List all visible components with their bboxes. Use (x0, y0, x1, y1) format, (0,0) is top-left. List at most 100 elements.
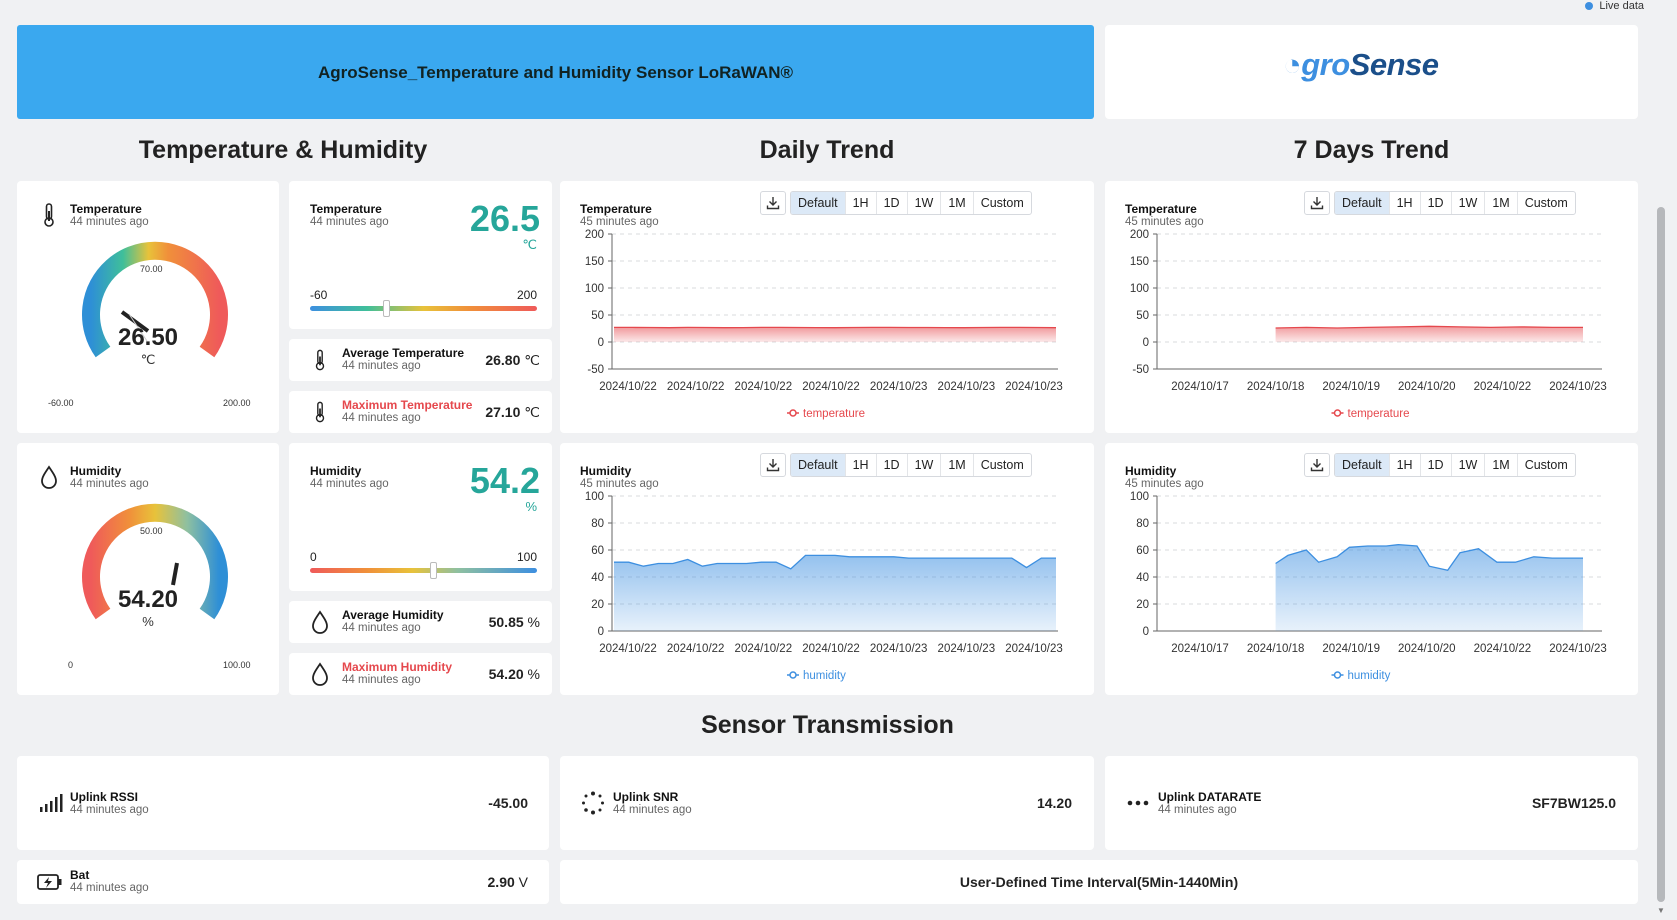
datarate-value: SF7BW125.0 (1531, 795, 1616, 811)
series-area (1275, 544, 1583, 631)
legend-marker-dot (1333, 409, 1342, 417)
temp-range-handle[interactable] (383, 300, 390, 317)
series-area (614, 327, 1056, 342)
avg-temp-title: Average Temperature (342, 346, 465, 360)
max-temp-title: Maximum Temperature (342, 398, 473, 412)
live-indicator: Live data (1585, 0, 1644, 12)
range-button-1d[interactable]: 1D (1419, 192, 1451, 214)
download-button[interactable] (760, 191, 786, 215)
live-dot-icon (1585, 2, 1594, 10)
temperature-gauge (82, 241, 228, 358)
range-button-1d[interactable]: 1D (875, 454, 907, 476)
time-interval-card[interactable]: User-Defined Time Interval(5Min-1440Min) (560, 860, 1638, 904)
range-button-1m[interactable]: 1M (1484, 192, 1516, 214)
range-button-1m[interactable]: 1M (940, 454, 972, 476)
chart-card-daily-hum: Humidity 45 minutes ago Default 1H 1D 1W 1M Cus… (560, 443, 1094, 695)
y-tick-label: 20 (591, 599, 604, 611)
max-temp-time: 44 minutes ago (342, 412, 421, 424)
x-tick-label: 2024/10/22 (599, 643, 657, 655)
range-button-1w[interactable]: 1W (1450, 192, 1485, 214)
range-button-1m[interactable]: 1M (940, 192, 972, 214)
range-button-custom[interactable]: Custom (972, 454, 1031, 476)
y-tick-label: 200 (1130, 229, 1149, 241)
x-tick-label: 2024/10/18 (1247, 643, 1305, 655)
x-tick-label: 2024/10/23 (938, 381, 996, 393)
chart-title: Humidity (1125, 464, 1177, 478)
y-tick-label: 100 (585, 283, 604, 295)
range-button-default[interactable]: Default (1335, 192, 1389, 214)
y-tick-label: 100 (585, 491, 604, 503)
header-banner: AgroSense_Temperature and Humidity Senso… (17, 25, 1094, 119)
thermometer-icon (313, 348, 327, 372)
range-button-1w[interactable]: 1W (906, 192, 941, 214)
range-button-1d[interactable]: 1D (875, 192, 907, 214)
range-button-1h[interactable]: 1H (1388, 192, 1420, 214)
scrollbar-thumb[interactable] (1657, 207, 1665, 902)
hum-card-value: 54.2 (469, 460, 540, 501)
range-button-default[interactable]: Default (791, 192, 845, 214)
chart-plot: 200 150 100 50 0 -50 2024/10/22 2024/10/22 2024/… (585, 229, 1063, 420)
x-tick-label: 2024/10/19 (1322, 643, 1380, 655)
range-button-1w[interactable]: 1W (906, 454, 941, 476)
snr-title: Uplink SNR (613, 790, 679, 804)
range-button-1h[interactable]: 1H (844, 192, 876, 214)
hum-card-title: Humidity (310, 464, 362, 478)
range-button-1d[interactable]: 1D (1419, 454, 1451, 476)
gauge-temp-unit: ℃ (140, 352, 156, 367)
download-button[interactable] (1304, 453, 1330, 477)
range-button-1h[interactable]: 1H (844, 454, 876, 476)
y-tick-label: 80 (591, 518, 604, 530)
x-tick-label: 2024/10/23 (870, 381, 928, 393)
scroll-down-arrow-icon[interactable]: ▼ (1657, 906, 1665, 915)
chart-plot: 200 150 100 50 0 -50 2024/10/17 2024/10/18 2024/… (1130, 229, 1607, 420)
logo-mark-icon: ◔ (1283, 47, 1302, 82)
water-drop-icon (40, 465, 58, 489)
range-button-1h[interactable]: 1H (1388, 454, 1420, 476)
range-button-custom[interactable]: Custom (1516, 454, 1575, 476)
download-icon (766, 197, 780, 210)
uplink-snr-card: Uplink SNR 44 minutes ago 14.20 (560, 756, 1094, 850)
max-temp-value: 27.10 ℃ (485, 404, 540, 420)
max-temperature-card: Maximum Temperature 44 minutes ago 27.10… (289, 391, 552, 433)
x-tick-label: 2024/10/23 (1549, 643, 1607, 655)
download-icon (1310, 459, 1324, 472)
hum-range-handle[interactable] (430, 562, 437, 579)
range-button-1m[interactable]: 1M (1484, 454, 1516, 476)
range-button-custom[interactable]: Custom (972, 192, 1031, 214)
gauge-hum-title: Humidity (70, 464, 122, 478)
y-tick-label: 150 (1130, 256, 1149, 268)
range-button-custom[interactable]: Custom (1516, 192, 1575, 214)
avg-humidity-card: Average Humidity 44 minutes ago 50.85 % (289, 601, 552, 643)
temp-range-min: -60 (310, 288, 328, 302)
download-button[interactable] (760, 453, 786, 477)
chart-time: 45 minutes ago (1125, 478, 1204, 490)
range-button-default[interactable]: Default (1335, 454, 1389, 476)
x-tick-label: 2024/10/23 (1005, 381, 1063, 393)
range-button-1w[interactable]: 1W (1450, 454, 1485, 476)
gauge-hum-time: 44 minutes ago (70, 478, 149, 490)
legend-marker-dot (789, 671, 797, 679)
gauge-temp-time: 44 minutes ago (70, 216, 149, 228)
gauge-temp-value: 26.50 (117, 324, 179, 351)
loading-dots-icon (581, 791, 605, 815)
series-area (1275, 326, 1583, 342)
water-drop-icon (311, 610, 329, 634)
series-line (1275, 543, 1583, 572)
range-button-default[interactable]: Default (791, 454, 845, 476)
x-tick-label: 2024/10/22 (802, 381, 860, 393)
max-humidity-card: Maximum Humidity 44 minutes ago 54.20 % (289, 653, 552, 695)
gauge-hum-max: 100.00 (223, 660, 251, 670)
download-icon (766, 459, 780, 472)
avg-temp-time: 44 minutes ago (342, 360, 421, 372)
page-scrollbar[interactable]: ▼ (1652, 0, 1677, 920)
download-button[interactable] (1304, 191, 1330, 215)
legend-marker-dot (1333, 671, 1342, 679)
x-tick-label: 2024/10/23 (1005, 643, 1063, 655)
legend-label: temperature (1348, 408, 1410, 420)
signal-bars-icon (39, 793, 63, 813)
section-title-tx: Sensor Transmission (701, 711, 954, 739)
range-button-group: Default 1H 1D 1W 1M Custom (790, 453, 1032, 477)
range-button-group: Default 1H 1D 1W 1M Custom (1334, 453, 1576, 477)
hum-range-bar (310, 568, 537, 573)
battery-charging-icon (37, 873, 63, 891)
